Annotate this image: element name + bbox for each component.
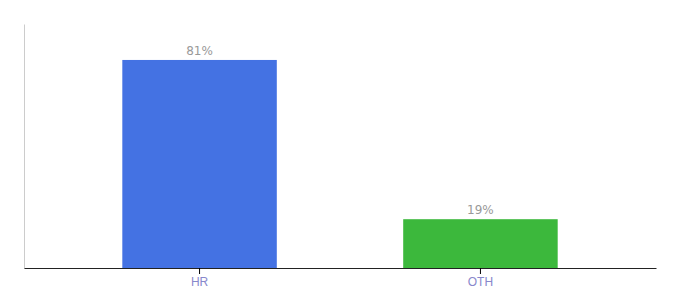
plot-area: HR OTH 81% 19% bbox=[25, 25, 657, 289]
chart-svg: HR OTH 81% 19% bbox=[0, 0, 680, 300]
y-axis-line bbox=[24, 25, 25, 269]
data-label: 81% bbox=[186, 44, 213, 58]
data-label: 19% bbox=[467, 203, 494, 217]
x-tick: OTH bbox=[468, 268, 493, 289]
bars bbox=[122, 60, 557, 268]
y-axis bbox=[24, 25, 25, 269]
x-tick-label: HR bbox=[191, 275, 209, 289]
chart-container: HR OTH 81% 19% bbox=[0, 0, 680, 300]
x-axis-line bbox=[25, 268, 657, 269]
bar bbox=[122, 60, 276, 268]
x-tick: HR bbox=[191, 268, 209, 289]
x-tick-mark bbox=[199, 268, 200, 274]
x-tick-label: OTH bbox=[468, 275, 493, 289]
x-axis: HR OTH bbox=[25, 268, 657, 289]
x-tick-mark bbox=[480, 268, 481, 274]
data-labels: 81% 19% bbox=[186, 44, 494, 217]
bar bbox=[403, 219, 557, 268]
